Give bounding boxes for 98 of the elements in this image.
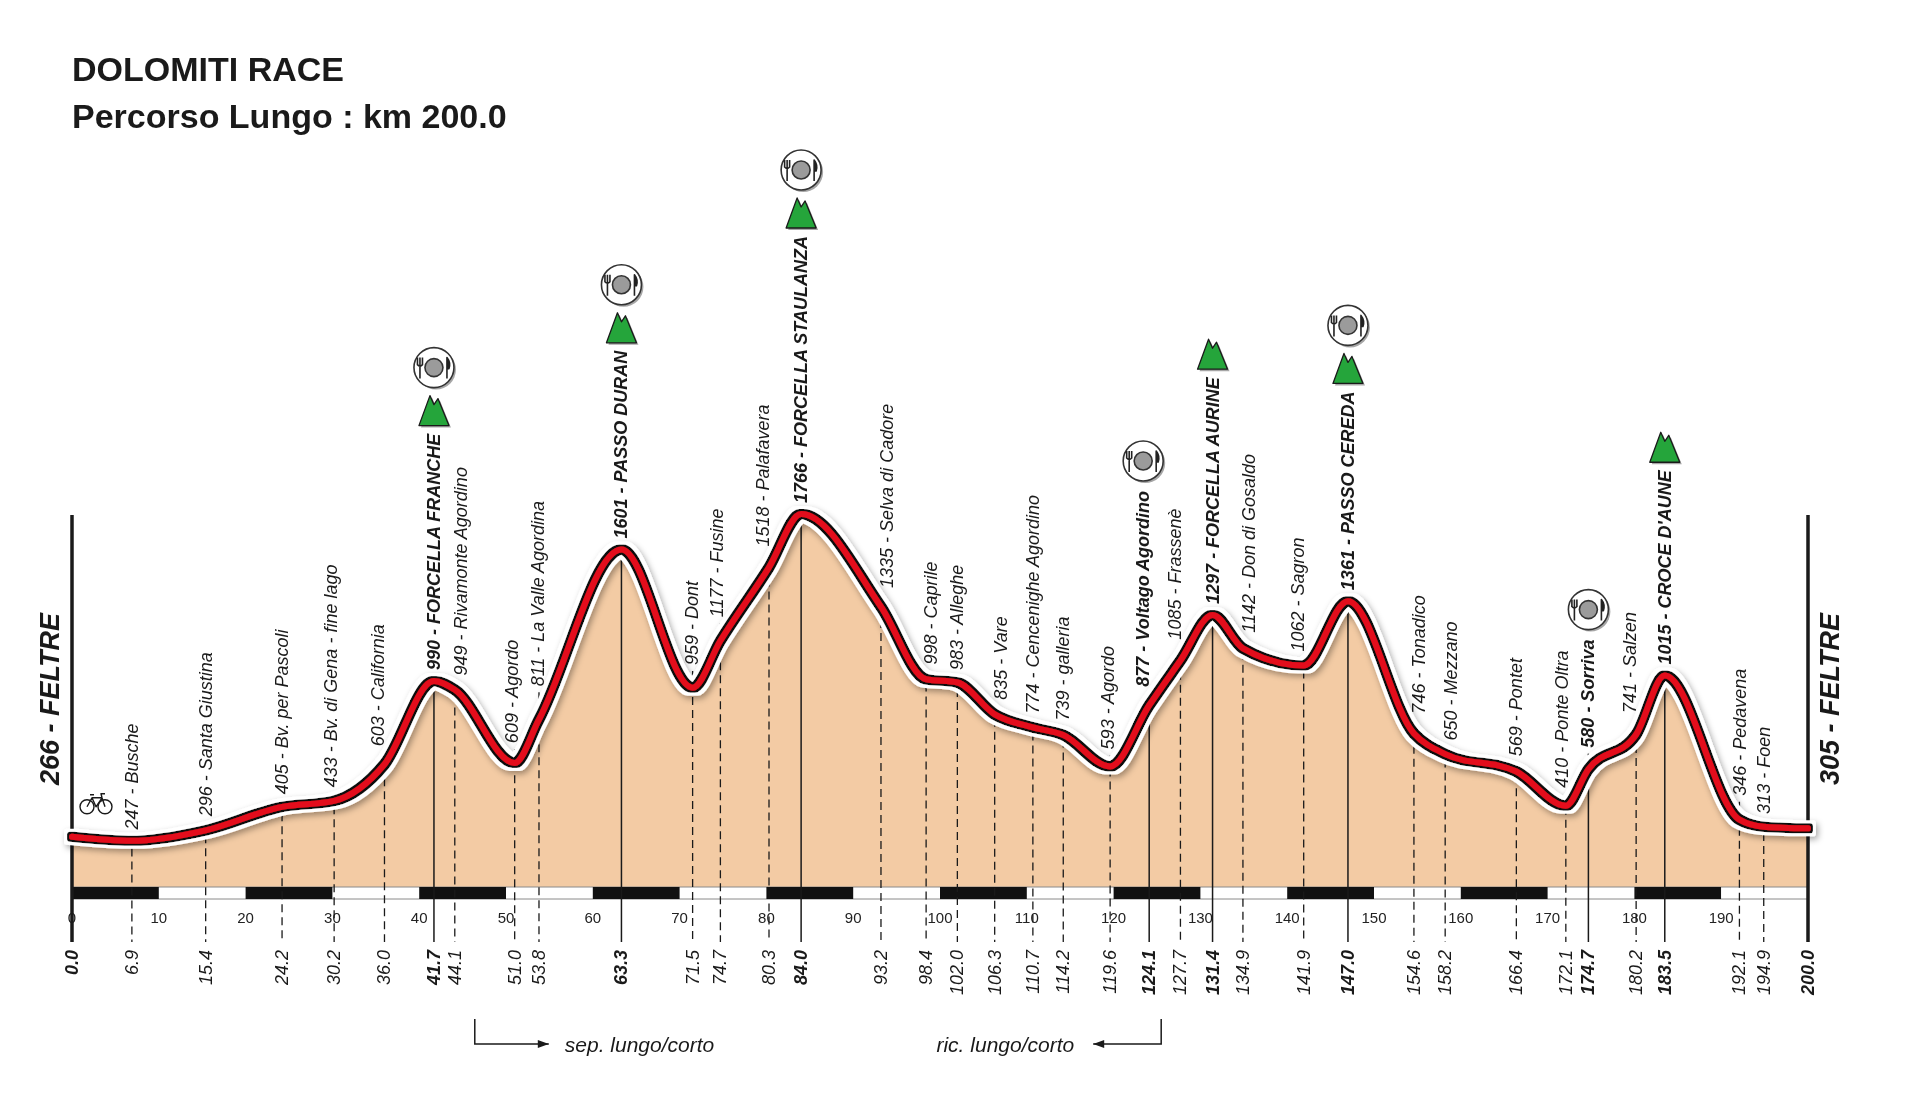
x2-tick-label: 158.2 <box>1435 950 1456 996</box>
data-label: 433 - Bv. di Gena - fine lago <box>321 564 342 788</box>
x2-tick-label: 84.0 <box>791 950 812 986</box>
x-tick-label: 110 <box>1014 908 1039 926</box>
x2-tick-label: 172.1 <box>1555 950 1576 996</box>
data-label: 1142 - Don di Gosaldo <box>1238 453 1259 633</box>
data-label: 305 - FELTRE <box>1815 611 1845 785</box>
x2-tick-label: 102.0 <box>947 950 968 996</box>
data-label: 266 - FELTRE <box>35 611 65 786</box>
x-tick-label: 70 <box>671 908 688 926</box>
x2-tick-label: 180.2 <box>1626 950 1647 996</box>
x2-tick-label: 114.2 <box>1053 950 1074 994</box>
chart-title: DOLOMITI RACE <box>72 50 344 88</box>
text: sep. lungo/corto <box>564 1032 715 1056</box>
data-label: 741 - Salzen <box>1620 611 1641 714</box>
x2-tick-label: 80.3 <box>759 950 779 986</box>
x-tick-label: 90 <box>844 908 862 926</box>
x2-tick-label: 147.0 <box>1337 950 1358 996</box>
data-label: 1518 - Palafavera <box>753 404 773 547</box>
x2-tick-label: 106.3 <box>984 950 1005 996</box>
x2-tick-label: 131.4 <box>1202 950 1223 996</box>
data-label: 739 - galleria <box>1053 616 1074 721</box>
x2-tick-label: 192.1 <box>1729 950 1750 996</box>
chart-subtitle: Percorso Lungo : km 200.0 <box>72 97 507 135</box>
x2-tick-label: 6.9 <box>121 950 142 976</box>
x2-tick-label: 63.3 <box>611 950 632 986</box>
data-label: 1601 - PASSO DURAN <box>611 349 632 539</box>
x2-tick-label: 93.2 <box>870 950 891 986</box>
x2-tick-label: 0.0 <box>62 950 82 976</box>
data-label: 313 - Foen <box>1753 726 1774 814</box>
x2-tick-label: 98.4 <box>916 950 937 986</box>
x2-tick-label: 110.7 <box>1022 949 1043 994</box>
data-label: 835 - Vare <box>990 616 1011 700</box>
text: ric. lungo/corto <box>936 1032 1075 1056</box>
data-label: 593 - Agordo <box>1098 645 1119 750</box>
x-tick-label: 50 <box>497 908 515 926</box>
x2-tick-label: 174.7 <box>1578 949 1599 996</box>
data-label: 1085 - Frassenè <box>1165 508 1186 640</box>
x2-tick-label: 127.7 <box>1170 949 1191 996</box>
data-label: 603 - California <box>368 624 389 747</box>
data-label: 1335 - Selva di Cadore <box>876 403 897 588</box>
data-label: 1062 - Sagron <box>1287 537 1308 652</box>
x-tick-label: 80 <box>758 908 775 926</box>
x-tick-label: 170 <box>1535 908 1561 926</box>
x-tick-label: 30 <box>324 908 341 926</box>
x-tick-label: 150 <box>1361 908 1387 926</box>
data-label: 746 - Tonadico <box>1408 595 1429 714</box>
x2-tick-label: 24.2 <box>272 950 293 987</box>
data-label: 410 - Ponte Oltra <box>1551 650 1572 788</box>
data-label: 247 - Busche <box>121 723 142 831</box>
data-label: 959 - Dont <box>681 580 702 666</box>
x-tick-label: 20 <box>237 908 254 926</box>
x2-tick-label: 53.8 <box>528 950 549 986</box>
data-label: 569 - Pontet <box>1506 657 1527 757</box>
data-label: 983 - Alleghe <box>947 564 968 671</box>
x-tick-label: 130 <box>1187 908 1213 926</box>
x-tick-label: 190 <box>1708 908 1734 926</box>
x2-tick-label: 166.4 <box>1506 950 1527 996</box>
data-label: 1361 - PASSO CEREDA <box>1337 391 1358 591</box>
x2-tick-label: 134.9 <box>1232 950 1253 996</box>
x-tick-label: 10 <box>150 908 168 926</box>
x-tick-label: 60 <box>584 908 602 926</box>
data-label: 609 - Agordo <box>501 639 522 744</box>
x2-tick-label: 200.0 <box>1798 950 1818 997</box>
x-tick-label: 140 <box>1274 908 1300 926</box>
x-tick-label: 160 <box>1448 908 1474 926</box>
x2-tick-label: 183.5 <box>1654 949 1675 996</box>
x2-tick-label: 141.9 <box>1293 950 1314 996</box>
x-tick-label: 40 <box>410 908 428 926</box>
data-label: 346 - Pedavena <box>1730 668 1751 796</box>
data-label: 296 - Santa Giustina <box>195 652 216 818</box>
x2-tick-label: 36.0 <box>374 950 395 986</box>
data-label: 1177 - Fusine <box>707 508 728 618</box>
x2-tick-label: 30.2 <box>324 950 345 986</box>
x2-tick-label: 41.7 <box>423 949 444 987</box>
x-tick-label: 100 <box>927 908 953 926</box>
data-label: 998 - Caprile <box>921 561 942 665</box>
x2-tick-label: 44.1 <box>444 950 465 986</box>
data-label: 1766 - FORCELLA STAULANZA <box>791 235 812 503</box>
data-label: 990 - FORCELLA FRANCHE <box>423 432 444 670</box>
data-label: 774 - Cencenighe Agordino <box>1022 495 1043 714</box>
data-label: 949 - Rivamonte Agordino <box>450 467 471 676</box>
x2-tick-label: 71.5 <box>682 949 703 986</box>
data-label: 580 - Sorriva <box>1578 639 1599 748</box>
x2-tick-label: 74.7 <box>710 949 731 986</box>
x2-tick-label: 154.6 <box>1403 949 1424 996</box>
data-label: 405 - Bv. per Pascoli <box>272 628 293 795</box>
x2-tick-label: 124.1 <box>1139 950 1160 996</box>
x2-tick-label: 119.6 <box>1100 949 1121 994</box>
data-label: 1015 - CROCE D'AUNE <box>1654 469 1675 665</box>
data-label: 877 - Voltago Agordino <box>1133 491 1154 687</box>
data-label: 650 - Mezzano <box>1441 621 1462 741</box>
x-tick-label: 120 <box>1101 908 1127 926</box>
data-label: 1297 - FORCELLA AURINE <box>1202 376 1223 604</box>
x2-tick-label: 15.4 <box>195 950 216 986</box>
x2-tick-label: 51.0 <box>504 950 525 986</box>
x2-tick-label: 194.9 <box>1753 950 1774 996</box>
data-label: 811 - La Valle Agordina <box>527 500 548 687</box>
